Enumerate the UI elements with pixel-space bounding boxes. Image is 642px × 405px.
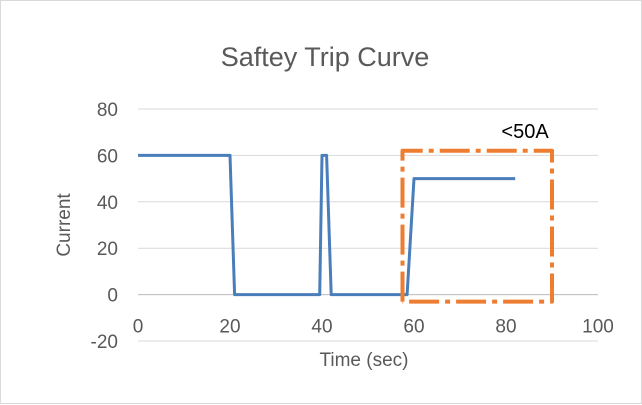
annotations: <50A [501,121,549,143]
y-tick-label: 40 [97,193,118,214]
x-tick-label: 100 [582,317,614,338]
y-tick-label: 0 [107,286,118,307]
x-tick-label: 60 [403,317,424,338]
y-tick-label: 20 [97,239,118,260]
y-tick-label: -20 [91,332,118,353]
x-tick-label: 40 [311,317,332,338]
gridlines [138,108,598,342]
x-axis-title: Time (sec) [319,350,408,371]
axis-ticks: -20 0 20 40 60 80 0 20 40 60 80 100 [91,100,614,353]
x-tick-label: 0 [133,317,144,338]
series-line-2 [400,148,554,304]
annotation-label: <50A [501,121,549,143]
x-tick-label: 20 [219,317,240,338]
y-tick-label: 60 [97,146,118,167]
x-tick-label: 80 [495,317,516,338]
plot-area [138,148,554,304]
y-axis-title: Current [54,193,75,257]
series-line-1 [138,153,516,297]
chart-title: Saftey Trip Curve [221,42,430,72]
y-tick-label: 80 [97,100,118,121]
